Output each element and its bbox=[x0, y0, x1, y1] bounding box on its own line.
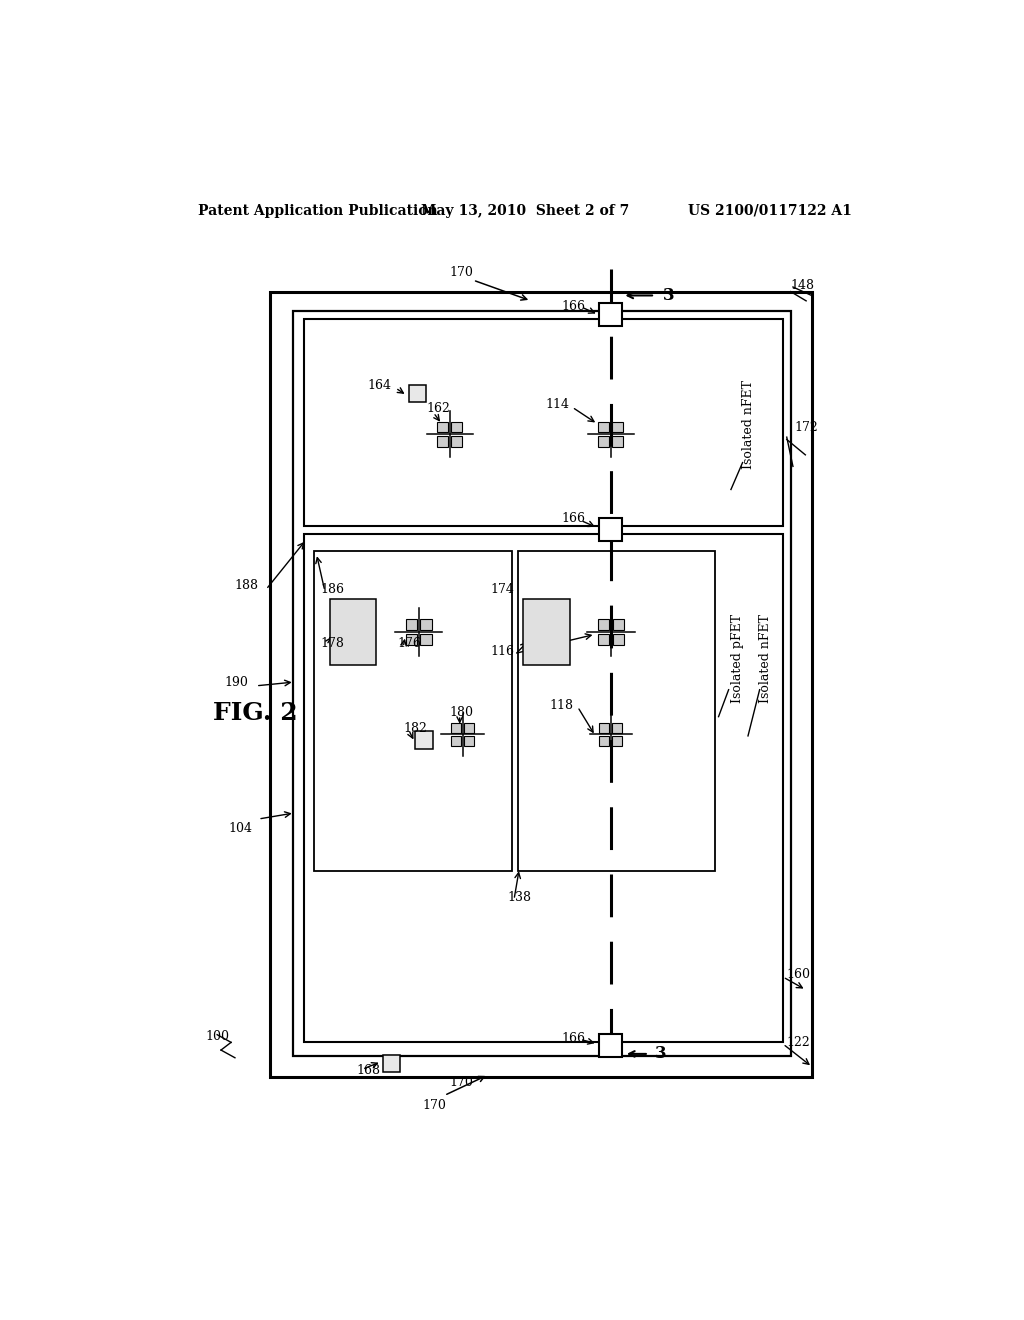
Text: 188: 188 bbox=[234, 579, 258, 593]
Bar bbox=[606, 1040, 610, 1045]
Text: 166: 166 bbox=[561, 300, 586, 313]
Bar bbox=[606, 310, 610, 314]
Text: 104: 104 bbox=[228, 822, 252, 834]
Bar bbox=[599, 723, 609, 733]
Text: 164: 164 bbox=[368, 379, 391, 392]
Bar bbox=[437, 436, 447, 446]
Text: US 2100/0117122 A1: US 2100/0117122 A1 bbox=[688, 203, 852, 218]
Text: FIG. 2: FIG. 2 bbox=[213, 701, 298, 725]
Bar bbox=[606, 531, 610, 535]
Bar bbox=[523, 599, 569, 665]
Text: 178: 178 bbox=[321, 638, 344, 649]
Text: 176: 176 bbox=[397, 638, 422, 649]
Bar bbox=[452, 436, 462, 446]
Bar bbox=[612, 723, 623, 733]
Bar bbox=[606, 525, 610, 529]
Bar bbox=[518, 552, 716, 871]
Bar bbox=[606, 315, 610, 319]
Text: 122: 122 bbox=[786, 1036, 811, 1049]
Text: 182: 182 bbox=[403, 722, 427, 735]
Bar bbox=[612, 737, 623, 746]
Text: 148: 148 bbox=[791, 279, 815, 292]
Bar bbox=[612, 421, 624, 433]
Bar bbox=[598, 421, 609, 433]
Bar bbox=[452, 737, 461, 746]
Text: 160: 160 bbox=[786, 968, 811, 981]
Bar bbox=[599, 517, 623, 541]
Text: 116: 116 bbox=[489, 644, 514, 657]
Text: 3: 3 bbox=[655, 1045, 667, 1063]
Text: 170: 170 bbox=[450, 265, 473, 279]
Text: Patent Application Publication: Patent Application Publication bbox=[198, 203, 437, 218]
Text: 170: 170 bbox=[450, 1076, 473, 1089]
Bar bbox=[452, 723, 461, 733]
Text: Isolated pFET: Isolated pFET bbox=[731, 614, 743, 704]
Bar bbox=[611, 531, 615, 535]
Bar bbox=[406, 619, 417, 630]
Bar bbox=[611, 310, 615, 314]
Bar bbox=[452, 421, 462, 433]
Bar bbox=[464, 737, 474, 746]
Bar bbox=[415, 730, 433, 748]
Text: 166: 166 bbox=[561, 1032, 586, 1045]
Bar bbox=[421, 634, 432, 645]
Text: 168: 168 bbox=[356, 1064, 381, 1077]
Text: Isolated nFET: Isolated nFET bbox=[741, 380, 755, 469]
Bar bbox=[611, 1040, 615, 1045]
Bar bbox=[464, 723, 474, 733]
Bar bbox=[314, 552, 512, 871]
Bar bbox=[606, 1045, 610, 1051]
Bar bbox=[598, 619, 609, 630]
Text: 180: 180 bbox=[450, 706, 474, 719]
Bar bbox=[383, 1055, 400, 1072]
Bar bbox=[270, 292, 812, 1077]
Text: 170: 170 bbox=[423, 1100, 446, 1111]
Text: 186: 186 bbox=[321, 583, 344, 597]
Bar bbox=[611, 1045, 615, 1051]
Bar bbox=[421, 619, 432, 630]
Bar bbox=[612, 634, 624, 645]
Text: 118: 118 bbox=[550, 698, 573, 711]
Text: May 13, 2010  Sheet 2 of 7: May 13, 2010 Sheet 2 of 7 bbox=[421, 203, 629, 218]
Bar bbox=[599, 1034, 623, 1057]
Text: 172: 172 bbox=[795, 421, 818, 434]
Bar bbox=[330, 599, 376, 665]
Text: 100: 100 bbox=[206, 1030, 229, 1043]
Bar bbox=[612, 436, 624, 446]
Text: Isolated nFET: Isolated nFET bbox=[759, 614, 771, 704]
Bar bbox=[304, 535, 783, 1043]
Bar bbox=[293, 312, 791, 1056]
Text: 162: 162 bbox=[426, 403, 451, 416]
Text: 3: 3 bbox=[663, 286, 675, 304]
Bar bbox=[611, 525, 615, 529]
Bar bbox=[406, 634, 417, 645]
Text: 174: 174 bbox=[490, 583, 515, 597]
Bar bbox=[598, 436, 609, 446]
Bar bbox=[599, 304, 623, 326]
Bar bbox=[612, 619, 624, 630]
Bar bbox=[599, 737, 609, 746]
Text: 114: 114 bbox=[546, 399, 569, 412]
Bar bbox=[409, 385, 426, 401]
Bar bbox=[611, 315, 615, 319]
Text: 190: 190 bbox=[224, 676, 248, 689]
Text: 138: 138 bbox=[507, 891, 531, 904]
Text: 166: 166 bbox=[561, 512, 586, 525]
Bar bbox=[437, 421, 447, 433]
Bar bbox=[304, 318, 783, 527]
Bar bbox=[598, 634, 609, 645]
